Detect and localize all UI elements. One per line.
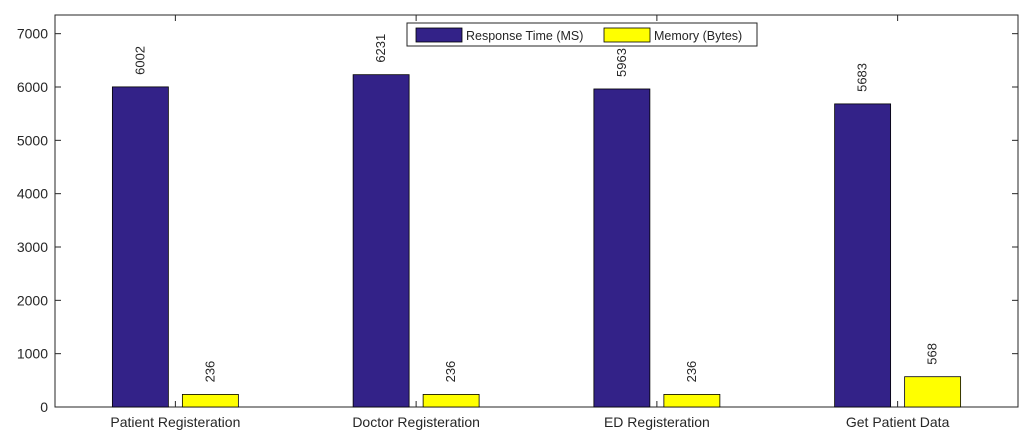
data-label: 236 [202, 361, 217, 383]
x-category-label: Patient Registeration [110, 414, 240, 430]
x-category-label: Doctor Registeration [352, 414, 480, 430]
x-category-label: Get Patient Data [846, 414, 950, 430]
y-tick-label: 2000 [17, 292, 48, 308]
data-label: 236 [443, 361, 458, 383]
data-labels: 6002 236 6231 236 5963 236 5683 568 [132, 34, 939, 383]
bar-response-time [352, 74, 410, 408]
data-label: 6002 [132, 46, 147, 75]
data-label: 568 [925, 343, 940, 365]
legend-swatch-memory [603, 27, 651, 43]
bars [111, 74, 962, 408]
bar-memory [422, 394, 480, 408]
legend-label-memory: Memory (Bytes) [654, 29, 742, 43]
data-label: 5963 [614, 48, 629, 77]
bar-response-time [834, 103, 892, 408]
y-tick-label: 7000 [17, 26, 48, 42]
legend: Response Time (MS) Memory (Bytes) [406, 22, 758, 47]
legend-label-response-time: Response Time (MS) [466, 29, 583, 43]
data-label: 236 [684, 361, 699, 383]
y-tick-label: 5000 [17, 132, 48, 148]
y-tick-label: 3000 [17, 239, 48, 255]
legend-swatch-response-time [415, 27, 463, 43]
y-tick-label: 1000 [17, 346, 48, 362]
y-tick-label: 6000 [17, 79, 48, 95]
bar-response-time [111, 86, 169, 408]
bar-response-time [593, 88, 651, 408]
y-tick-label: 4000 [17, 186, 48, 202]
bar-memory [181, 394, 239, 408]
x-category-label: ED Registeration [604, 414, 710, 430]
legend-box [406, 22, 758, 47]
data-label: 6231 [373, 34, 388, 63]
axes: 0 1000 2000 3000 4000 5000 6000 7000 Patient Reg… [17, 14, 1019, 430]
bar-memory [904, 376, 962, 408]
data-label: 5683 [855, 63, 870, 92]
y-tick-label: 0 [40, 399, 48, 415]
plot-area-frame [54, 14, 1019, 408]
bar-memory [663, 394, 721, 408]
